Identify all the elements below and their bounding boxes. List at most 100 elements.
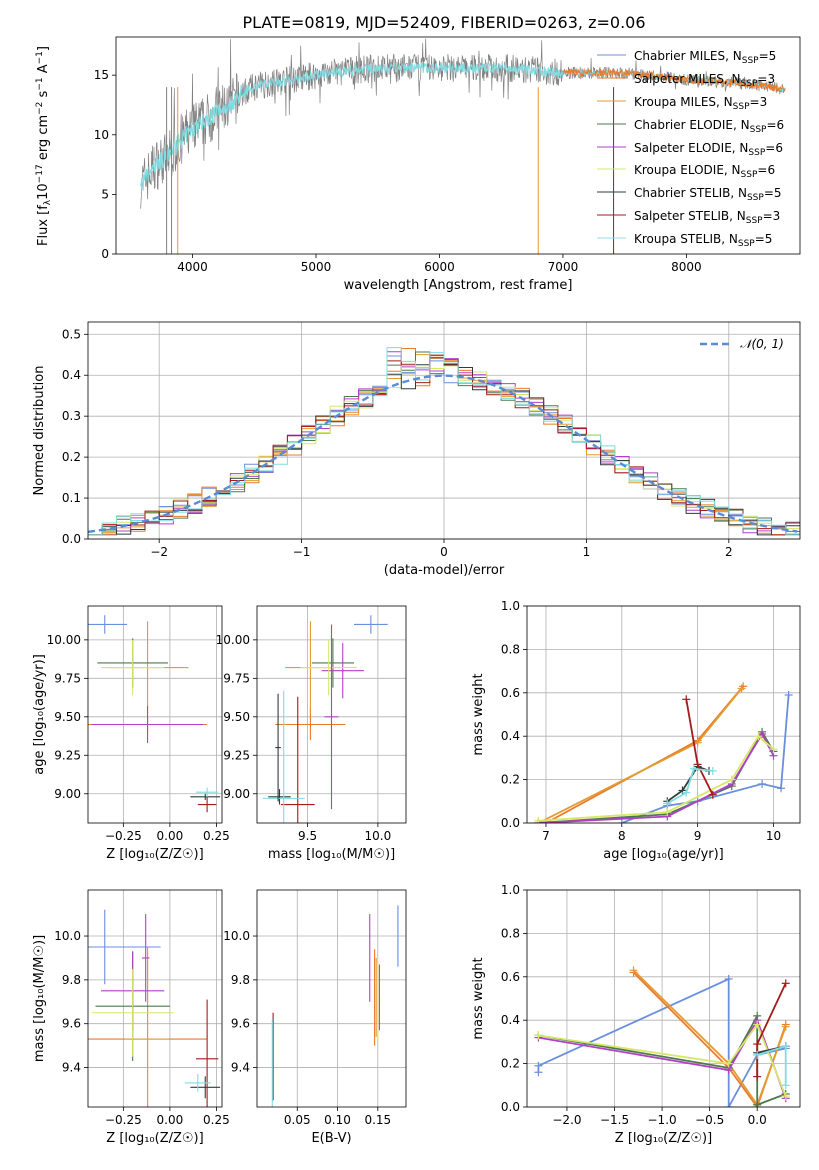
x-tick-label: 0.0 [748, 1113, 767, 1127]
errorbar-point [280, 696, 315, 823]
legend-entry: Salpeter ELODIE, NSSP=6 [597, 141, 783, 158]
mass-weight-marker [784, 690, 793, 699]
x-tick-label: 0.10 [324, 1113, 351, 1127]
x-tick-label: 1 [583, 545, 591, 559]
y-tick-label: 0.2 [62, 450, 81, 464]
errorbar-point [91, 968, 174, 1057]
errorbar-point [101, 639, 165, 696]
legend-entry: Chabrier STELIB, NSSP=5 [597, 186, 782, 203]
x-tick-label: 8 [618, 829, 626, 843]
plot-area [262, 615, 388, 823]
x-tick-label: 0.25 [203, 1113, 230, 1127]
mass-weight-marker [781, 1022, 790, 1031]
y-tick-label: 0 [101, 247, 109, 261]
y-tick-label: 0.0 [501, 1100, 520, 1114]
plot-area [271, 905, 399, 1107]
mass-weight-marker [534, 1031, 543, 1040]
y-tick-label: 0.4 [62, 368, 81, 382]
errorbar-point [275, 709, 346, 740]
mass-weight-vs-metallicity-panel: −2.0 −1.5 −1.0 −0.5 0.0 0.0 0.2 0.4 0.6 0.8 1.0 Z [… [471, 883, 801, 1146]
x-tick-label: −1.0 [648, 1113, 677, 1127]
svg-text:Kroupa ELODIE, NSSP=6: Kroupa ELODIE, NSSP=6 [634, 163, 775, 180]
y-tick-label: 1.0 [501, 883, 520, 897]
errorbar-point [268, 789, 291, 805]
x-axis-label: age [log₁₀(age/yr)] [603, 847, 724, 862]
mass-weight-line [666, 767, 713, 805]
mass-weight-marker [753, 1050, 762, 1059]
plot-area [534, 682, 793, 823]
svg-text:Kroupa MILES, NSSP=3: Kroupa MILES, NSSP=3 [634, 95, 767, 112]
mass-weight-line [545, 685, 744, 823]
svg-text:Kroupa STELIB, NSSP=5: Kroupa STELIB, NSSP=5 [634, 232, 772, 249]
x-tick-label: 0 [440, 545, 448, 559]
mass-weight-marker [617, 819, 626, 823]
errorbar-point [141, 914, 150, 1002]
y-tick-label: 10.00 [47, 633, 81, 647]
y-tick-label: 9.4 [62, 1061, 81, 1075]
spectrum-legend: Chabrier MILES, NSSP=5 Salpeter MILES, N… [597, 49, 784, 249]
errorbar-point [275, 693, 281, 802]
errorbar-point [324, 624, 339, 810]
y-tick-label: 9.50 [223, 710, 250, 724]
errorbar-point [321, 642, 364, 699]
y-tick-label: 0.0 [501, 816, 520, 830]
legend-entry: Kroupa ELODIE, NSSP=6 [597, 163, 775, 180]
mass-weight-line [537, 687, 743, 823]
y-tick-label: 5 [101, 187, 109, 201]
y-tick-label: 9.25 [223, 748, 250, 762]
mass-weight-marker [693, 760, 702, 769]
y-tick-label: 9.75 [54, 671, 81, 685]
x-axis-label: E(B-V) [311, 1131, 351, 1146]
errorbar-point [91, 706, 204, 743]
spectrum-panel: 4000 5000 6000 7000 8000 0 5 10 15 wavelength [An… [94, 36, 801, 293]
y-tick-label: 9.50 [54, 710, 81, 724]
errorbar-point [190, 793, 221, 800]
mass-weight-marker [682, 788, 691, 797]
mass-weight-marker [663, 808, 672, 817]
x-tick-label: 4000 [177, 260, 208, 274]
axes-frame [87, 889, 223, 1108]
x-axis-label: Z [log₁₀(Z/Z☉)] [106, 1131, 203, 1146]
errorbar-point [311, 638, 354, 688]
axes-frame [87, 605, 223, 824]
legend-entry: Chabrier MILES, NSSP=5 [597, 49, 776, 66]
y-axis-label: Normed distribution [32, 366, 47, 496]
y-tick-label: 9.8 [231, 973, 250, 987]
y-tick-label: 10 [94, 128, 109, 142]
errorbar-point [300, 639, 357, 696]
x-axis-label: wavelength [Angstrom, rest frame] [344, 278, 573, 293]
y-axis-label: mass weight [471, 957, 486, 1039]
x-tick-label: 0.15 [364, 1113, 391, 1127]
x-tick-label: −2.0 [552, 1113, 581, 1127]
svg-text:Chabrier STELIB, NSSP=5: Chabrier STELIB, NSSP=5 [634, 186, 782, 203]
y-tick-label: 0.8 [501, 642, 520, 656]
axes-frame [256, 889, 407, 1108]
y-tick-label: 0.8 [501, 926, 520, 940]
y-tick-label: 9.25 [54, 748, 81, 762]
y-tick-label: 9.6 [231, 1017, 250, 1031]
plot-area [534, 966, 790, 1107]
x-tick-label: −2 [150, 545, 168, 559]
mass-weight-marker [629, 966, 638, 975]
mass-weight-marker [708, 790, 717, 799]
figure-title: PLATE=0819, MJD=52409, FIBERID=0263, z=0… [242, 13, 645, 32]
mass-weight-marker [682, 695, 691, 704]
plot-area [88, 347, 800, 539]
x-tick-label: −1 [293, 545, 311, 559]
x-tick-label: −0.5 [695, 1113, 724, 1127]
y-tick-label: 0.5 [62, 327, 81, 341]
x-axis-label: (data-model)/error [384, 563, 505, 578]
residual-histogram [88, 347, 800, 539]
mass-weight-marker [724, 1059, 733, 1068]
x-tick-label: 0.25 [203, 829, 230, 843]
errorbar-point [125, 946, 170, 1107]
y-tick-label: 10.0 [54, 929, 81, 943]
mass-weight-marker [753, 1040, 762, 1049]
mass-weight-marker [781, 979, 790, 988]
y-tick-label: 9.75 [223, 671, 250, 685]
errorbar-point [262, 690, 305, 823]
errorbar-point [195, 787, 219, 797]
mass-weight-marker [708, 766, 717, 775]
mass-weight-line [621, 694, 790, 823]
legend-entry: Salpeter MILES, NSSP=3 [597, 72, 775, 89]
